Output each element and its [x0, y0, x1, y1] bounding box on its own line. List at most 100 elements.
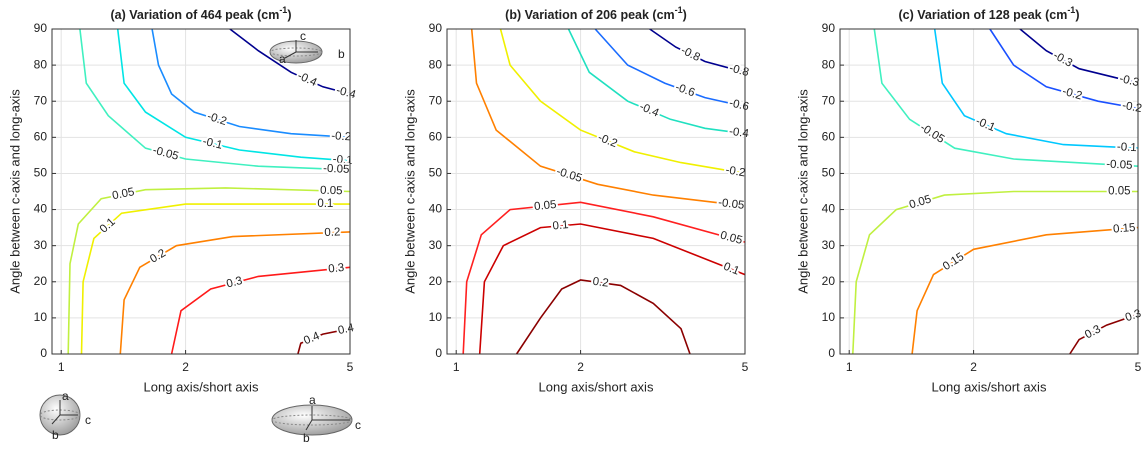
- title-sup: -1: [1067, 5, 1075, 15]
- y-tick-label: 50: [34, 166, 48, 180]
- contour-line: [151, 28, 351, 139]
- contour-line: [911, 226, 1139, 355]
- y-tick-label: 20: [34, 274, 48, 288]
- title-text: (b) Variation of 206 peak (cm: [505, 8, 675, 22]
- title-text: (c) Variation of 128 peak (cm: [899, 8, 1068, 22]
- icon-letter: c: [355, 418, 361, 432]
- y-tick-label: 10: [34, 310, 48, 324]
- contour-line: [170, 266, 351, 355]
- y-tick-label: 80: [34, 57, 48, 71]
- contour-line: [873, 28, 1139, 167]
- y-tick-label: 90: [429, 21, 443, 35]
- y-tick-label: 40: [429, 202, 443, 216]
- icon-letter: a: [62, 389, 69, 403]
- x-tick-label: 2: [182, 360, 189, 374]
- icon-letter: a: [309, 393, 316, 407]
- y-tick-label: 30: [429, 238, 443, 252]
- contour-label: -0.1: [332, 154, 353, 167]
- y-tick-label: 70: [429, 93, 443, 107]
- y-tick-label: 0: [435, 346, 442, 360]
- contour-label: -0.05: [323, 163, 350, 176]
- y-tick-label: 10: [822, 310, 836, 324]
- title-text: ): [1075, 8, 1079, 22]
- y-tick-label: 60: [822, 130, 836, 144]
- contour-line: [478, 223, 746, 355]
- y-tick-label: 80: [822, 57, 836, 71]
- contour-line: [229, 28, 351, 95]
- y-tick-label: 60: [429, 130, 443, 144]
- y-tick-label: 80: [429, 57, 443, 71]
- y-axis-label: Angle between c-axis and long-axis: [7, 89, 22, 294]
- contour-label: 0.4: [337, 322, 356, 337]
- contour-line: [297, 327, 351, 355]
- contour-label: -0.2: [331, 130, 352, 143]
- y-tick-label: 70: [34, 93, 48, 107]
- y-tick-label: 30: [34, 238, 48, 252]
- icon-letter: a: [279, 52, 286, 66]
- x-tick-label: 5: [742, 360, 749, 374]
- contour-line: [67, 187, 351, 355]
- y-tick-label: 40: [822, 202, 836, 216]
- icon-prolate: a b c: [271, 393, 361, 445]
- icon-letter: c: [300, 29, 306, 43]
- chart-title: (a) Variation of 464 peak (cm-1): [111, 5, 292, 22]
- title-text: ): [287, 8, 291, 22]
- x-axis-label: Long axis/short axis: [144, 379, 259, 394]
- x-axis-label: Long axis/short axis: [932, 379, 1047, 394]
- y-tick-label: 10: [429, 310, 443, 324]
- icon-letter: b: [52, 428, 59, 442]
- contour-label: 0.1: [317, 198, 333, 210]
- contour-label: 0.1: [552, 219, 569, 232]
- y-tick-label: 20: [429, 274, 443, 288]
- contour-label: 0.2: [324, 226, 340, 239]
- icon-letter: b: [338, 47, 345, 61]
- title-text: ): [683, 8, 687, 22]
- plot-area: [52, 29, 350, 354]
- x-tick-label: 1: [846, 360, 853, 374]
- x-tick-label: 1: [58, 360, 65, 374]
- contour-line: [567, 28, 746, 135]
- contour-line: [79, 28, 351, 171]
- y-tick-label: 90: [822, 21, 836, 35]
- contour-line: [933, 28, 1139, 149]
- y-tick-label: 20: [822, 274, 836, 288]
- contour-label: 0.2: [592, 276, 609, 290]
- y-axis-label: Angle between c-axis and long-axis: [795, 89, 810, 294]
- title-sup: -1: [675, 5, 683, 15]
- contour-label: 0.05: [534, 199, 557, 213]
- contour-label: -0.1: [1117, 141, 1137, 154]
- contour-label: -0.3: [1118, 73, 1140, 89]
- contour-label: 0.15: [1113, 222, 1136, 236]
- contour-label: 0.05: [320, 185, 343, 198]
- icon-sphere: a b c: [39, 389, 91, 442]
- x-axis-label: Long axis/short axis: [539, 379, 654, 394]
- y-axis-label: Angle between c-axis and long-axis: [402, 89, 417, 294]
- icon-letter: c: [85, 413, 91, 427]
- title-text: (a) Variation of 464 peak (cm: [111, 8, 280, 22]
- contour-label: -0.2: [725, 164, 747, 179]
- plot-frame: [839, 28, 1139, 355]
- icon-letter: b: [303, 431, 310, 445]
- contour-label: 0.05: [1108, 186, 1130, 198]
- y-tick-label: 0: [828, 346, 835, 360]
- chart-title: (c) Variation of 128 peak (cm-1): [899, 5, 1080, 22]
- contour-line: [80, 203, 350, 355]
- contour-line: [462, 201, 746, 355]
- x-tick-label: 1: [453, 360, 460, 374]
- y-tick-label: 40: [34, 202, 48, 216]
- contour-label: -0.05: [718, 197, 745, 212]
- title-sup: -1: [279, 5, 287, 15]
- y-tick-label: 70: [822, 93, 836, 107]
- chart-title: (b) Variation of 206 peak (cm-1): [505, 5, 687, 22]
- contour-line: [852, 190, 1138, 355]
- plot-frame: [51, 28, 351, 355]
- x-tick-label: 2: [577, 360, 584, 374]
- x-tick-label: 2: [970, 360, 977, 374]
- contour-line: [1019, 28, 1139, 84]
- contour-label: 0.3: [328, 262, 345, 276]
- y-tick-label: 0: [40, 346, 47, 360]
- y-tick-label: 50: [429, 166, 443, 180]
